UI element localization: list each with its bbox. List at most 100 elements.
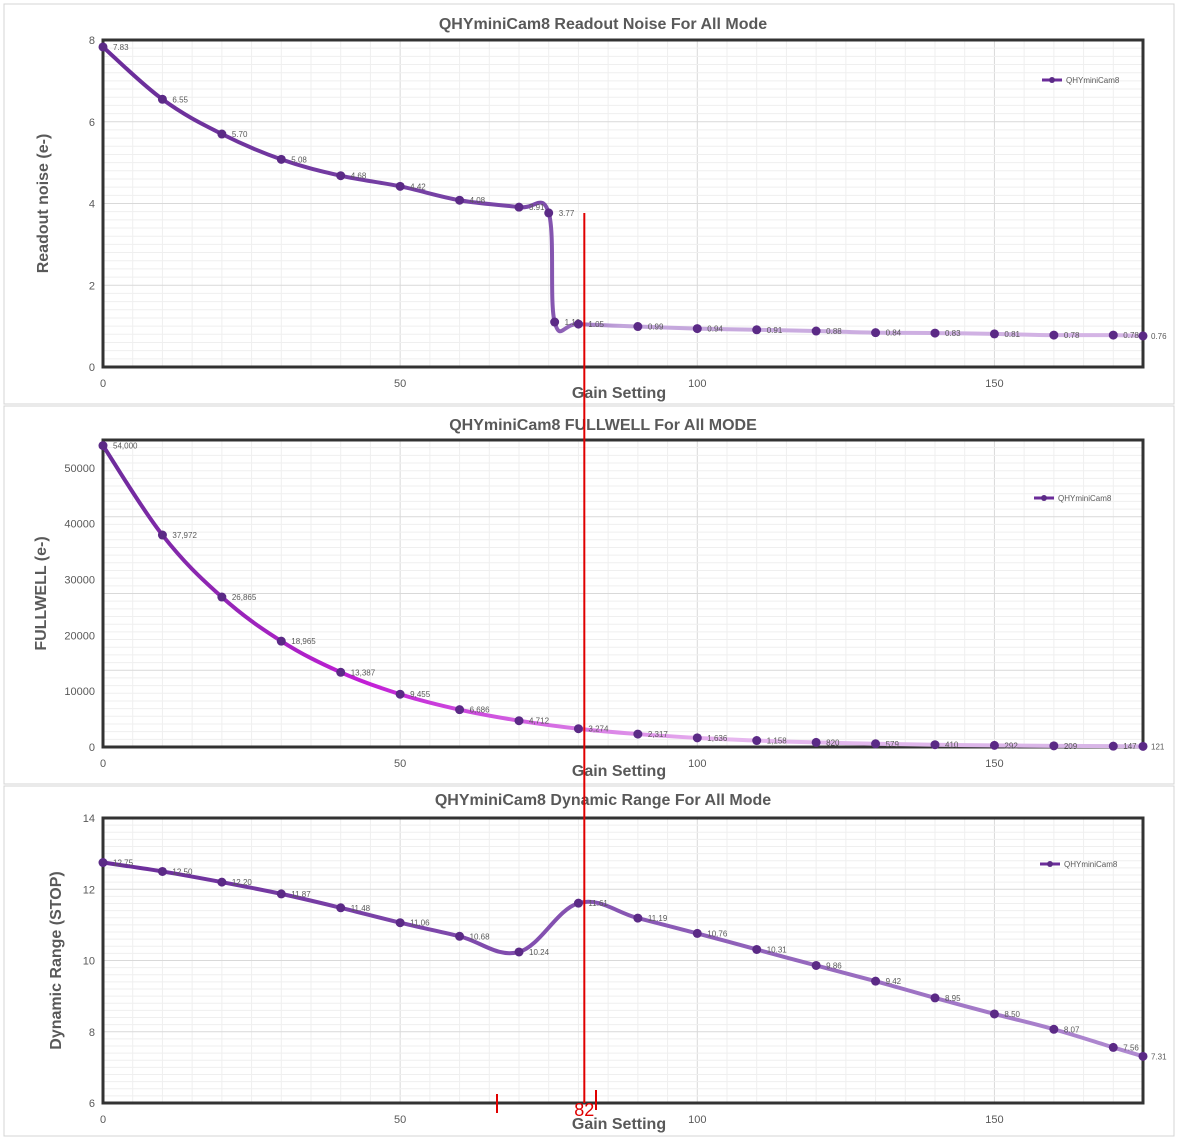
legend-marker bbox=[1049, 77, 1055, 83]
data-point bbox=[752, 325, 762, 335]
data-point bbox=[989, 1009, 999, 1019]
data-label: 820 bbox=[826, 738, 840, 747]
data-label: 5.08 bbox=[291, 155, 307, 164]
data-label: 7.56 bbox=[1123, 1043, 1139, 1052]
data-point bbox=[1049, 330, 1059, 340]
data-label: 12.75 bbox=[113, 859, 134, 868]
data-point bbox=[1138, 741, 1148, 751]
legend: QHYminiCam8 bbox=[1040, 860, 1118, 869]
gain-marker-label: 82 bbox=[574, 1100, 594, 1120]
panel-frame bbox=[3, 785, 1175, 1137]
data-label: 9,455 bbox=[410, 690, 431, 699]
legend-entry: QHYminiCam8 bbox=[1058, 494, 1112, 503]
data-point bbox=[157, 94, 167, 104]
legend: QHYminiCam8 bbox=[1042, 76, 1120, 85]
data-point bbox=[217, 592, 227, 602]
data-point bbox=[395, 918, 405, 928]
y-tick-label: 10 bbox=[83, 956, 95, 968]
data-label: 5.70 bbox=[232, 130, 248, 139]
panel-frame bbox=[3, 3, 1175, 405]
data-point bbox=[1049, 1024, 1059, 1034]
dynamic-range-chart: QHYminiCam8 Dynamic Range For All Mode 0 5… bbox=[3, 785, 1175, 1137]
data-label: 8.95 bbox=[945, 994, 961, 1003]
data-point bbox=[633, 913, 643, 923]
legend-entry: QHYminiCam8 bbox=[1066, 76, 1120, 85]
data-point bbox=[692, 928, 702, 938]
data-label: 0.78 bbox=[1064, 331, 1080, 340]
x-tick-label: 150 bbox=[985, 758, 1003, 770]
legend-marker bbox=[1047, 861, 1053, 867]
data-point bbox=[98, 42, 108, 52]
x-tick-label: 150 bbox=[985, 378, 1003, 390]
legend-entry: QHYminiCam8 bbox=[1064, 860, 1118, 869]
data-point bbox=[157, 866, 167, 876]
data-label: 0.94 bbox=[707, 325, 723, 334]
data-point bbox=[98, 858, 108, 868]
data-label: 1.05 bbox=[588, 320, 604, 329]
data-label: 3,274 bbox=[588, 725, 609, 734]
data-point bbox=[514, 202, 524, 212]
data-label: 10.76 bbox=[707, 929, 728, 938]
x-tick-label: 50 bbox=[394, 378, 406, 390]
y-tick-label: 30000 bbox=[64, 575, 95, 587]
data-label: 26,865 bbox=[232, 593, 257, 602]
x-axis-title: Gain Setting bbox=[572, 763, 666, 780]
data-point bbox=[692, 733, 702, 743]
data-point bbox=[692, 324, 702, 334]
series-line bbox=[101, 860, 1145, 1059]
data-label: 12.50 bbox=[172, 867, 193, 876]
y-tick-label: 20000 bbox=[64, 630, 95, 642]
data-label: 1,636 bbox=[707, 734, 728, 743]
data-point bbox=[544, 208, 554, 218]
x-axis-title: Gain Setting bbox=[572, 1116, 666, 1133]
data-label: 11.61 bbox=[588, 899, 608, 908]
x-tick-label: 50 bbox=[394, 1114, 406, 1126]
data-point bbox=[989, 740, 999, 750]
data-point bbox=[1108, 1042, 1118, 1052]
y-tick-label: 0 bbox=[89, 362, 95, 374]
grid bbox=[102, 439, 1144, 748]
y-tick-label: 14 bbox=[83, 813, 95, 825]
data-point bbox=[573, 898, 583, 908]
data-label: 8.50 bbox=[1004, 1010, 1020, 1019]
data-label: 10.24 bbox=[529, 948, 550, 957]
data-label: 12.20 bbox=[232, 878, 253, 887]
series-line bbox=[101, 44, 1145, 338]
x-tick-label: 100 bbox=[688, 1114, 706, 1126]
data-point bbox=[871, 739, 881, 749]
data-point bbox=[550, 317, 560, 327]
y-tick-label: 12 bbox=[83, 884, 95, 896]
data-label: 4,712 bbox=[529, 717, 550, 726]
data-label: 0.91 bbox=[767, 326, 783, 335]
data-point bbox=[276, 889, 286, 899]
data-point bbox=[811, 326, 821, 336]
data-label: 4.08 bbox=[470, 196, 486, 205]
data-label: 18,965 bbox=[291, 637, 316, 646]
y-tick-label: 50000 bbox=[64, 463, 95, 475]
data-point bbox=[811, 737, 821, 747]
x-tick-label: 100 bbox=[688, 378, 706, 390]
panel-frame bbox=[3, 405, 1175, 785]
data-point bbox=[514, 947, 524, 957]
x-axis-title: Gain Setting bbox=[572, 385, 666, 402]
data-label: 147 bbox=[1123, 742, 1137, 751]
data-point bbox=[157, 530, 167, 540]
data-point bbox=[811, 960, 821, 970]
data-point bbox=[455, 195, 465, 205]
data-label: 0.83 bbox=[945, 329, 961, 338]
y-tick-label: 40000 bbox=[64, 519, 95, 531]
data-label: 7.31 bbox=[1151, 1052, 1167, 1061]
y-tick-label: 6 bbox=[89, 117, 95, 129]
data-label: 0.76 bbox=[1151, 332, 1167, 341]
data-label: 410 bbox=[945, 741, 959, 750]
y-tick-label: 4 bbox=[89, 199, 95, 211]
y-tick-label: 8 bbox=[89, 35, 95, 47]
data-label: 8.07 bbox=[1064, 1025, 1080, 1034]
y-tick-label: 10000 bbox=[64, 686, 95, 698]
data-label: 121 bbox=[1151, 742, 1165, 751]
data-point bbox=[752, 736, 762, 746]
data-label: 11.06 bbox=[410, 919, 430, 928]
data-label: 11.48 bbox=[351, 904, 371, 913]
fullwell-chart: QHYminiCam8 FULLWELL For All MODE 0 50 100 1… bbox=[3, 405, 1175, 785]
